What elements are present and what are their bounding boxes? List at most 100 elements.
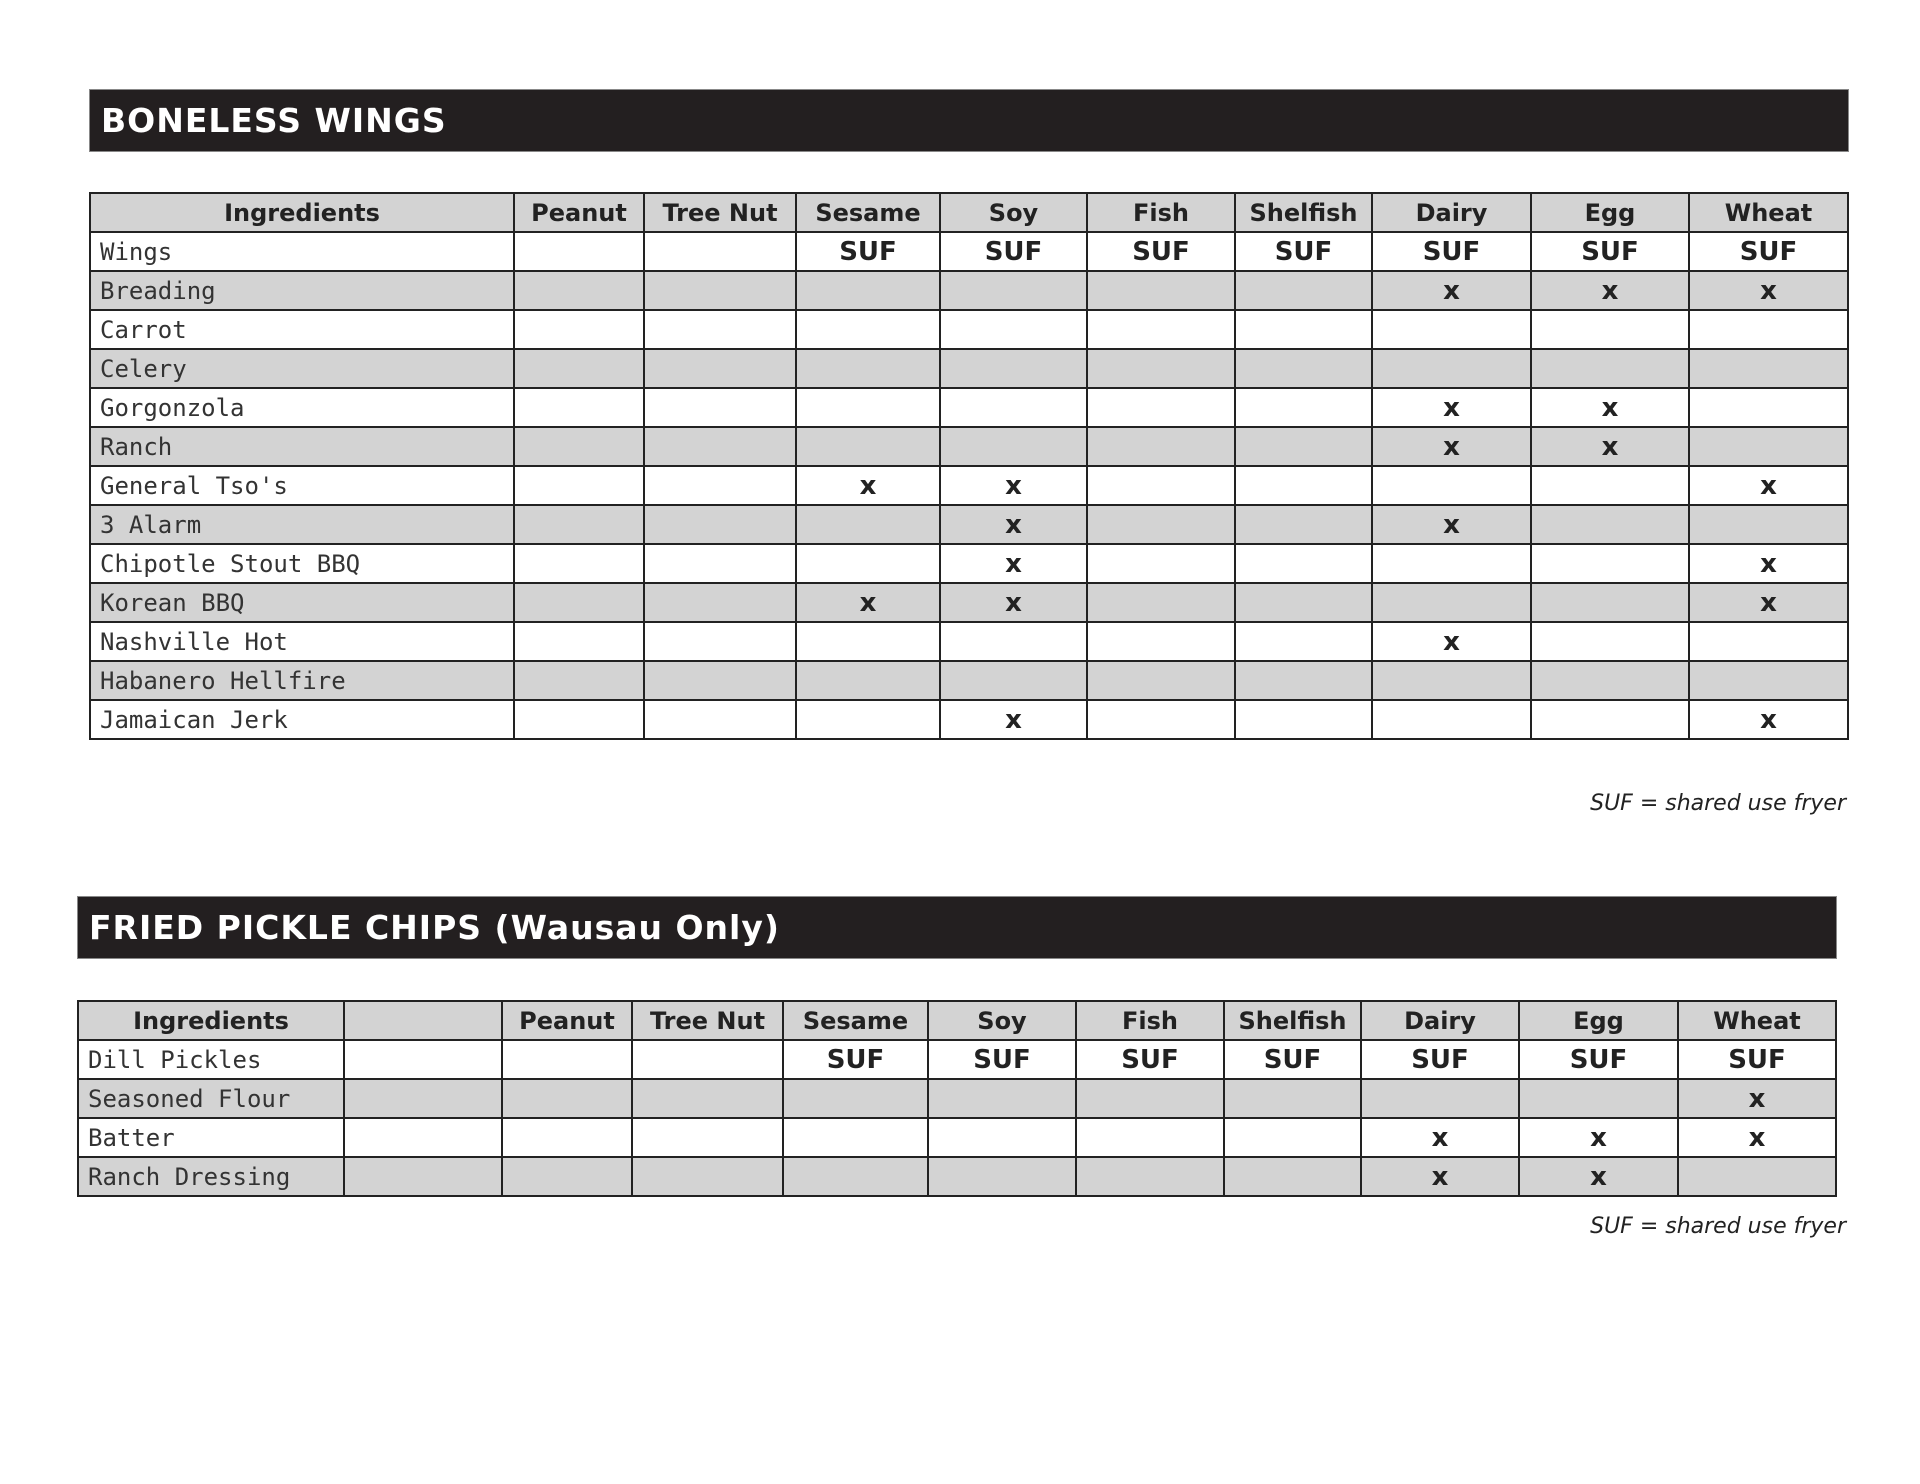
allergen-cell — [631, 1039, 784, 1080]
allergen-mark: x — [1371, 387, 1532, 428]
allergen-cell — [343, 1117, 503, 1158]
table-row: Ranch Dressing x x — [77, 1156, 1837, 1197]
allergen-cell — [1530, 465, 1690, 506]
allergen-cell — [927, 1156, 1077, 1197]
table-row: Gorgonzola x x — [89, 387, 1849, 428]
allergen-cell — [1688, 348, 1849, 389]
allergen-cell — [513, 348, 645, 389]
allergen-cell — [1371, 543, 1532, 584]
allergen-mark: x — [939, 465, 1088, 506]
column-header: Tree Nut — [631, 1000, 784, 1041]
allergen-cell — [643, 309, 797, 350]
allergen-mark: SUF — [1688, 231, 1849, 272]
allergen-cell — [795, 309, 941, 350]
allergen-cell — [643, 621, 797, 662]
allergen-cell — [1688, 387, 1849, 428]
allergen-cell — [1530, 699, 1690, 740]
allergen-mark: x — [939, 543, 1088, 584]
section-title-boneless-wings: BONELESS WINGS — [89, 89, 1849, 152]
table-row: Habanero Hellfire — [89, 660, 1849, 701]
allergen-cell — [1086, 660, 1236, 701]
allergen-cell — [501, 1039, 633, 1080]
allergen-mark: x — [1688, 543, 1849, 584]
allergen-cell — [513, 582, 645, 623]
column-header: Dairy — [1371, 192, 1532, 233]
allergen-cell — [1530, 660, 1690, 701]
allergen-mark: x — [1688, 465, 1849, 506]
ingredient-name: Jamaican Jerk — [89, 699, 515, 740]
allergen-cell — [1234, 387, 1373, 428]
table-row: Korean BBQ x x x — [89, 582, 1849, 623]
allergen-cell — [643, 387, 797, 428]
allergen-cell — [795, 270, 941, 311]
allergen-cell — [1530, 621, 1690, 662]
allergen-mark: SUF — [927, 1039, 1077, 1080]
column-header: Sesame — [782, 1000, 929, 1041]
allergen-cell — [631, 1117, 784, 1158]
allergen-cell — [1530, 309, 1690, 350]
allergen-cell — [795, 660, 941, 701]
allergen-cell — [513, 426, 645, 467]
column-header: Shelfish — [1234, 192, 1373, 233]
allergen-cell — [939, 621, 1088, 662]
allergen-cell — [1688, 309, 1849, 350]
ingredient-name: Celery — [89, 348, 515, 389]
ingredient-name: Ranch Dressing — [77, 1156, 345, 1197]
allergen-cell — [1371, 309, 1532, 350]
allergen-cell — [513, 699, 645, 740]
allergen-cell — [513, 231, 645, 272]
allergen-cell — [501, 1156, 633, 1197]
allergen-mark: x — [939, 582, 1088, 623]
column-header: Shelfish — [1223, 1000, 1362, 1041]
allergen-mark: x — [1371, 270, 1532, 311]
allergen-cell — [795, 543, 941, 584]
allergen-cell — [513, 387, 645, 428]
allergen-cell — [1223, 1156, 1362, 1197]
allergen-mark: x — [1360, 1156, 1520, 1197]
header-row: Ingredients Peanut Tree Nut Sesame Soy Fish Sh… — [89, 192, 1849, 233]
allergen-cell — [927, 1117, 1077, 1158]
allergen-cell — [795, 426, 941, 467]
allergen-cell — [1234, 465, 1373, 506]
allergen-cell — [1086, 426, 1236, 467]
ingredient-name: General Tso's — [89, 465, 515, 506]
allergen-mark: x — [1371, 621, 1532, 662]
allergen-mark: x — [1518, 1117, 1679, 1158]
column-header: Soy — [927, 1000, 1077, 1041]
allergen-cell — [1086, 348, 1236, 389]
allergen-table-boneless-wings: Ingredients Peanut Tree Nut Sesame Soy Fish Sh… — [89, 192, 1849, 740]
table-row: Carrot — [89, 309, 1849, 350]
allergen-cell — [1223, 1117, 1362, 1158]
allergen-cell — [1234, 543, 1373, 584]
allergen-cell — [1234, 504, 1373, 545]
allergen-cell — [1371, 660, 1532, 701]
allergen-cell — [1530, 348, 1690, 389]
allergen-cell — [1234, 621, 1373, 662]
column-header: Peanut — [513, 192, 645, 233]
table-row: Ranch x x — [89, 426, 1849, 467]
table-row: General Tso's x x x — [89, 465, 1849, 506]
allergen-cell — [939, 348, 1088, 389]
ingredient-name: Wings — [89, 231, 515, 272]
allergen-mark: SUF — [1518, 1039, 1679, 1080]
table-row: Dill Pickles SUF SUF SUF SUF SUF SUF SUF — [77, 1039, 1837, 1080]
allergen-mark: x — [1677, 1117, 1837, 1158]
allergen-mark: x — [795, 582, 941, 623]
allergen-cell — [1223, 1078, 1362, 1119]
allergen-cell — [1688, 660, 1849, 701]
allergen-cell — [1234, 660, 1373, 701]
allergen-cell — [782, 1078, 929, 1119]
allergen-cell — [939, 660, 1088, 701]
header-row: Ingredients Peanut Tree Nut Sesame Soy Fish Sh… — [77, 1000, 1837, 1041]
column-header — [343, 1000, 503, 1041]
allergen-cell — [939, 270, 1088, 311]
allergen-cell — [643, 543, 797, 584]
column-header: Wheat — [1677, 1000, 1837, 1041]
ingredient-name: Korean BBQ — [89, 582, 515, 623]
column-header: Sesame — [795, 192, 941, 233]
allergen-cell — [1086, 543, 1236, 584]
column-header: Egg — [1518, 1000, 1679, 1041]
ingredient-name: Batter — [77, 1117, 345, 1158]
allergen-cell — [1688, 426, 1849, 467]
allergen-cell — [643, 231, 797, 272]
